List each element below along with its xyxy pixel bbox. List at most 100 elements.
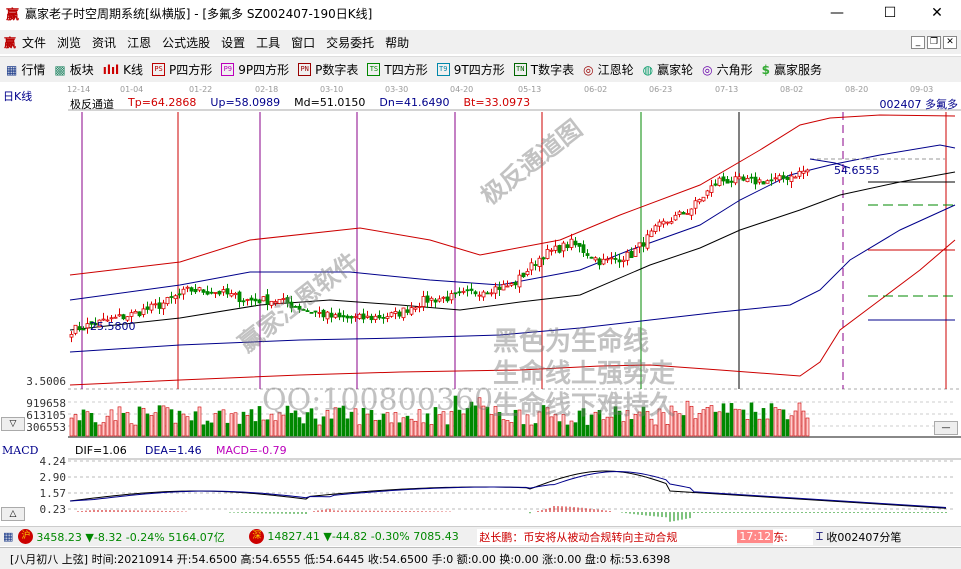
- volume-bar: [229, 413, 234, 437]
- mdi-close-button[interactable]: ✕: [943, 35, 957, 49]
- volume-bar: [693, 418, 698, 437]
- candle: [217, 290, 222, 295]
- volume-bar: [93, 422, 98, 437]
- maximize-button[interactable]: ☐: [883, 5, 897, 21]
- toolbar-button-9[interactable]: ◎ 江恩轮: [583, 61, 634, 78]
- marker-pointer: [809, 158, 851, 169]
- toolbar-button-12[interactable]: $ 赢家服务: [762, 61, 822, 78]
- candle: [717, 177, 722, 186]
- candle: [205, 291, 210, 295]
- volume-bar: [373, 420, 378, 437]
- toolbar-label: 行情: [21, 63, 46, 77]
- sz-index-quote[interactable]: 14827.41 ▼-44.82 -0.30% 7085.43: [267, 530, 459, 543]
- volume-bar: [541, 405, 546, 437]
- indicator-name: 极反通道: [70, 98, 114, 111]
- minimize-button[interactable]: —: [830, 5, 844, 21]
- date-tick: 08-02: [780, 85, 804, 94]
- close-button[interactable]: ✕: [931, 5, 943, 21]
- toolbar-label: P数字表: [315, 63, 359, 77]
- candle: [773, 177, 778, 180]
- candle: [525, 271, 530, 275]
- candle: [761, 181, 766, 185]
- candle: [537, 257, 542, 267]
- kline-chart[interactable]: 日K线 12-14 01-04 01-22 02-18 03-10 03-30 04-20 0…: [0, 83, 961, 523]
- grid-icon[interactable]: ▦: [3, 530, 14, 543]
- menu-item[interactable]: 文件: [22, 35, 47, 50]
- candle: [425, 295, 430, 303]
- candle: [661, 220, 666, 225]
- candle: [317, 312, 322, 314]
- period-label: 日K线: [3, 90, 33, 103]
- candle: [269, 300, 274, 306]
- candle: [709, 185, 714, 193]
- volume-bar: [545, 407, 550, 437]
- candle: [93, 322, 98, 326]
- toolbar-button-3[interactable]: PS P四方形: [152, 61, 212, 78]
- volume-bar: [233, 412, 238, 437]
- volume-bar: [785, 419, 790, 437]
- volume-bar: [669, 405, 674, 437]
- candle: [477, 294, 482, 297]
- volume-bar: [769, 403, 774, 437]
- volume-bar: [621, 421, 626, 437]
- candle: [585, 253, 590, 256]
- price-axis-bottom: 3.5006: [26, 375, 66, 388]
- toolbar-button-8[interactable]: TN T数字表: [513, 61, 574, 78]
- scroll-down-button[interactable]: ▽: [1, 417, 25, 431]
- mdi-minimize-button[interactable]: _: [911, 35, 925, 49]
- tick-detail-label[interactable]: 收002407分笔: [826, 530, 902, 544]
- candle: [649, 230, 654, 238]
- menu-item[interactable]: 浏览: [57, 35, 82, 50]
- menu-item[interactable]: 江恩: [127, 35, 152, 50]
- menu-item[interactable]: 工具: [256, 35, 281, 50]
- blocks-icon: ▩: [54, 62, 66, 77]
- volume-bar: [225, 422, 230, 437]
- date-tick: 06-23: [649, 85, 673, 94]
- news-ticker[interactable]: 赵长鹏：币安将从被动合规转向主动合规: [477, 528, 738, 545]
- menu-item[interactable]: 交易委托: [326, 35, 375, 50]
- scroll-up-button[interactable]: △: [1, 507, 25, 521]
- volume-bar: [217, 410, 222, 437]
- toolbar-button-7[interactable]: T9 9T四方形: [436, 61, 505, 78]
- candle: [125, 316, 130, 321]
- candle: [457, 291, 462, 294]
- candle: [689, 208, 694, 216]
- sh-index-quote[interactable]: 3458.23 ▼-8.32 -0.24% 5164.07亿: [36, 530, 225, 544]
- channel-param: Tp=64.2868: [128, 96, 197, 109]
- volume-bar: [493, 406, 498, 437]
- candle: [349, 315, 354, 319]
- scroll-right-button[interactable]: —: [934, 421, 958, 435]
- news-ticker-2[interactable]: 东:: [773, 528, 814, 545]
- candle: [73, 324, 78, 334]
- toolbar-button-5[interactable]: PN P数字表: [298, 61, 358, 78]
- candle: [793, 176, 798, 179]
- menu-item[interactable]: 设置: [221, 35, 246, 50]
- menu-item[interactable]: 公式选股: [162, 35, 211, 50]
- volume-bar: [69, 417, 74, 437]
- candle: [797, 170, 802, 177]
- toolbar-button-0[interactable]: ▦ 行情: [6, 61, 45, 78]
- candle: [561, 242, 566, 252]
- volume-bar: [357, 424, 362, 437]
- toolbar-button-4[interactable]: P9 9P四方形: [221, 61, 289, 78]
- toolbar-button-11[interactable]: ◎ 六角形: [702, 61, 753, 78]
- channel-param: Bt=33.0973: [463, 96, 531, 109]
- volume-bar: [653, 424, 658, 437]
- toolbar-button-10[interactable]: ◍ 赢家轮: [643, 61, 694, 78]
- candle: [409, 307, 414, 315]
- candle: [201, 289, 206, 293]
- menu-item[interactable]: 帮助: [385, 35, 410, 50]
- volume-bar: [341, 405, 346, 437]
- menu-item[interactable]: 窗口: [291, 35, 316, 50]
- date-tick: 02-18: [255, 85, 279, 94]
- stock-name: 002407 多氟多: [879, 98, 959, 111]
- candle: [381, 317, 386, 319]
- volume-bar: [109, 409, 114, 437]
- volume-bar: [165, 407, 170, 437]
- mdi-restore-button[interactable]: ❐: [927, 35, 941, 49]
- toolbar-button-1[interactable]: ▩ 板块: [54, 61, 93, 78]
- menu-item[interactable]: 资讯: [92, 35, 117, 50]
- toolbar-button-2[interactable]: ılıl K线: [103, 61, 143, 78]
- toolbar-button-6[interactable]: TS T四方形: [367, 61, 428, 78]
- candle: [573, 240, 578, 246]
